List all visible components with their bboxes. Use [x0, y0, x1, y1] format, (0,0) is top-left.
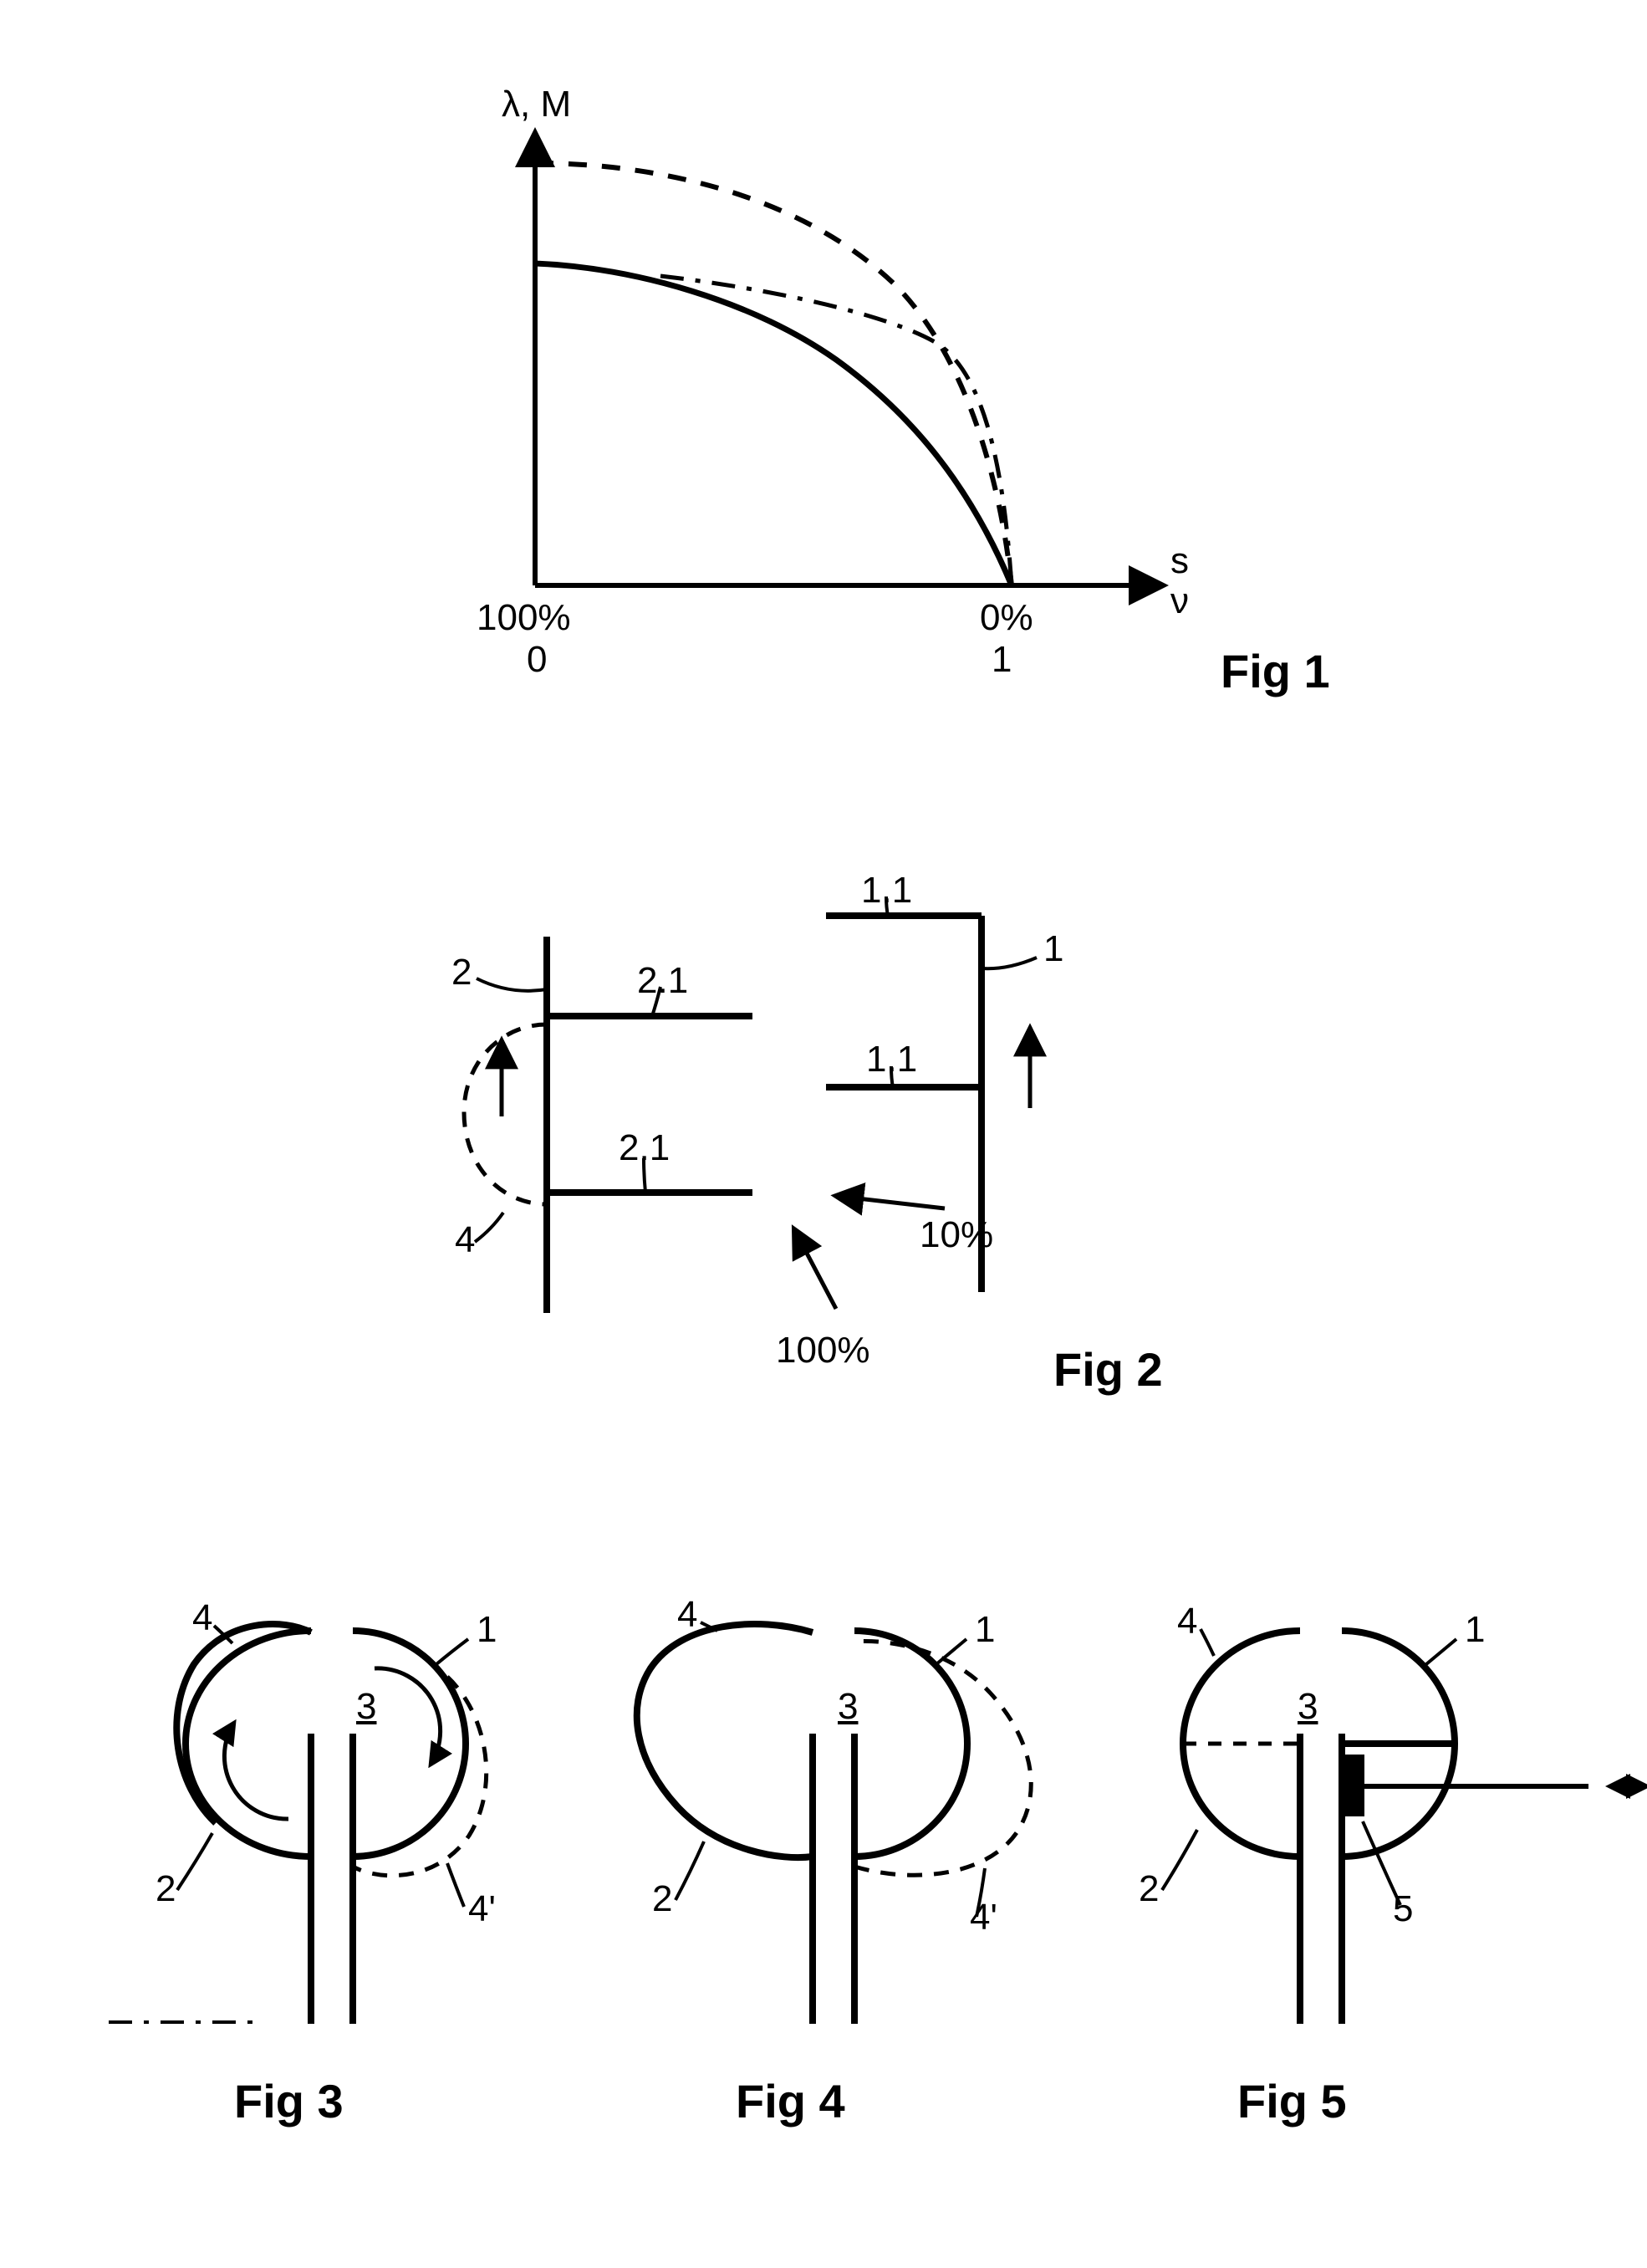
fig3-label-4: 4 — [192, 1597, 212, 1639]
fig5-label-5: 5 — [1393, 1888, 1413, 1930]
fig5-leader-4 — [1201, 1629, 1214, 1656]
fig5-label-4: 4 — [1177, 1601, 1197, 1642]
fig3-rot-arrow-left — [224, 1723, 288, 1819]
fig2-leader-4 — [475, 1213, 503, 1242]
fig3-right-half — [353, 1631, 466, 1857]
fig5-slider-block — [1344, 1755, 1364, 1816]
fig4-label-4p: 4' — [970, 1897, 997, 1939]
fig2-label-21a: 2.1 — [637, 960, 688, 1002]
fig5-label-1: 1 — [1465, 1609, 1485, 1651]
fig2-label-100pct: 100% — [776, 1330, 870, 1372]
fig2-label-11a: 1.1 — [861, 870, 912, 912]
fig4-leader-1 — [936, 1639, 966, 1664]
fig2-label-1: 1 — [1043, 928, 1063, 970]
fig2-label-11b: 1.1 — [866, 1039, 917, 1080]
fig1-label: Fig 1 — [1221, 644, 1330, 698]
fig2-arrow-10pct — [836, 1196, 945, 1208]
fig4-label-2: 2 — [652, 1878, 672, 1920]
fig1-x-axis-label-s: s — [1170, 540, 1189, 582]
fig2-label-10pct: 10% — [920, 1214, 993, 1256]
fig4-label-1: 1 — [975, 1609, 995, 1651]
fig4-label-3: 3 — [838, 1686, 858, 1728]
fig1-tick-0pct: 0% — [980, 597, 1033, 639]
fig5-group — [1162, 1629, 1647, 2024]
fig3-label-4p: 4' — [468, 1888, 496, 1930]
fig3-label: Fig 3 — [234, 2074, 344, 2128]
fig3-group — [109, 1624, 487, 2024]
fig2-dashed-bulge — [464, 1024, 547, 1204]
fig1-y-axis-label: λ, M — [502, 84, 571, 125]
fig2-label-4: 4 — [455, 1219, 475, 1261]
fig1-dashed-curve — [535, 163, 1012, 585]
fig1-tick-100pct: 100% — [477, 597, 571, 639]
fig3-leader-1 — [436, 1639, 468, 1664]
fig4-label: Fig 4 — [736, 2074, 845, 2128]
fig3-leader-2 — [177, 1833, 212, 1890]
fig1-tick-0: 0 — [527, 639, 547, 681]
fig1-group — [535, 134, 1162, 585]
fig2-label-2: 2 — [451, 952, 472, 994]
fig2-leader-1 — [982, 958, 1037, 968]
fig1-dashdot-curve — [660, 276, 1012, 585]
fig4-left-cam — [637, 1624, 813, 1857]
fig1-solid-curve — [535, 263, 1012, 585]
fig1-tick-1: 1 — [992, 639, 1012, 681]
fig3-label-1: 1 — [477, 1609, 497, 1651]
fig3-label-3: 3 — [356, 1686, 376, 1728]
fig3-left-half — [186, 1631, 311, 1857]
fig2-arrow-100pct — [794, 1229, 836, 1309]
fig2-leader-2 — [477, 978, 547, 991]
fig3-label-2: 2 — [156, 1868, 176, 1910]
fig2-label-21b: 2.1 — [619, 1127, 670, 1169]
fig4-label-4: 4 — [677, 1594, 697, 1636]
fig2-label: Fig 2 — [1053, 1342, 1163, 1397]
fig4-group — [637, 1622, 1032, 2024]
fig1-x-axis-label-nu: ν — [1170, 580, 1189, 622]
fig5-label: Fig 5 — [1237, 2074, 1347, 2128]
fig4-leader-2 — [676, 1841, 704, 1900]
fig3-rot-arrow-right — [375, 1668, 441, 1765]
page: λ, M s ν 100% 0% 0 1 Fig 1 2 2.1 1.1 1 2… — [0, 0, 1647, 2268]
fig5-label-2: 2 — [1139, 1868, 1159, 1910]
fig5-label-3: 3 — [1298, 1686, 1318, 1728]
fig5-leader-1 — [1426, 1639, 1456, 1664]
fig3-leader-4p — [447, 1863, 464, 1907]
fig5-leader-2 — [1162, 1830, 1197, 1890]
